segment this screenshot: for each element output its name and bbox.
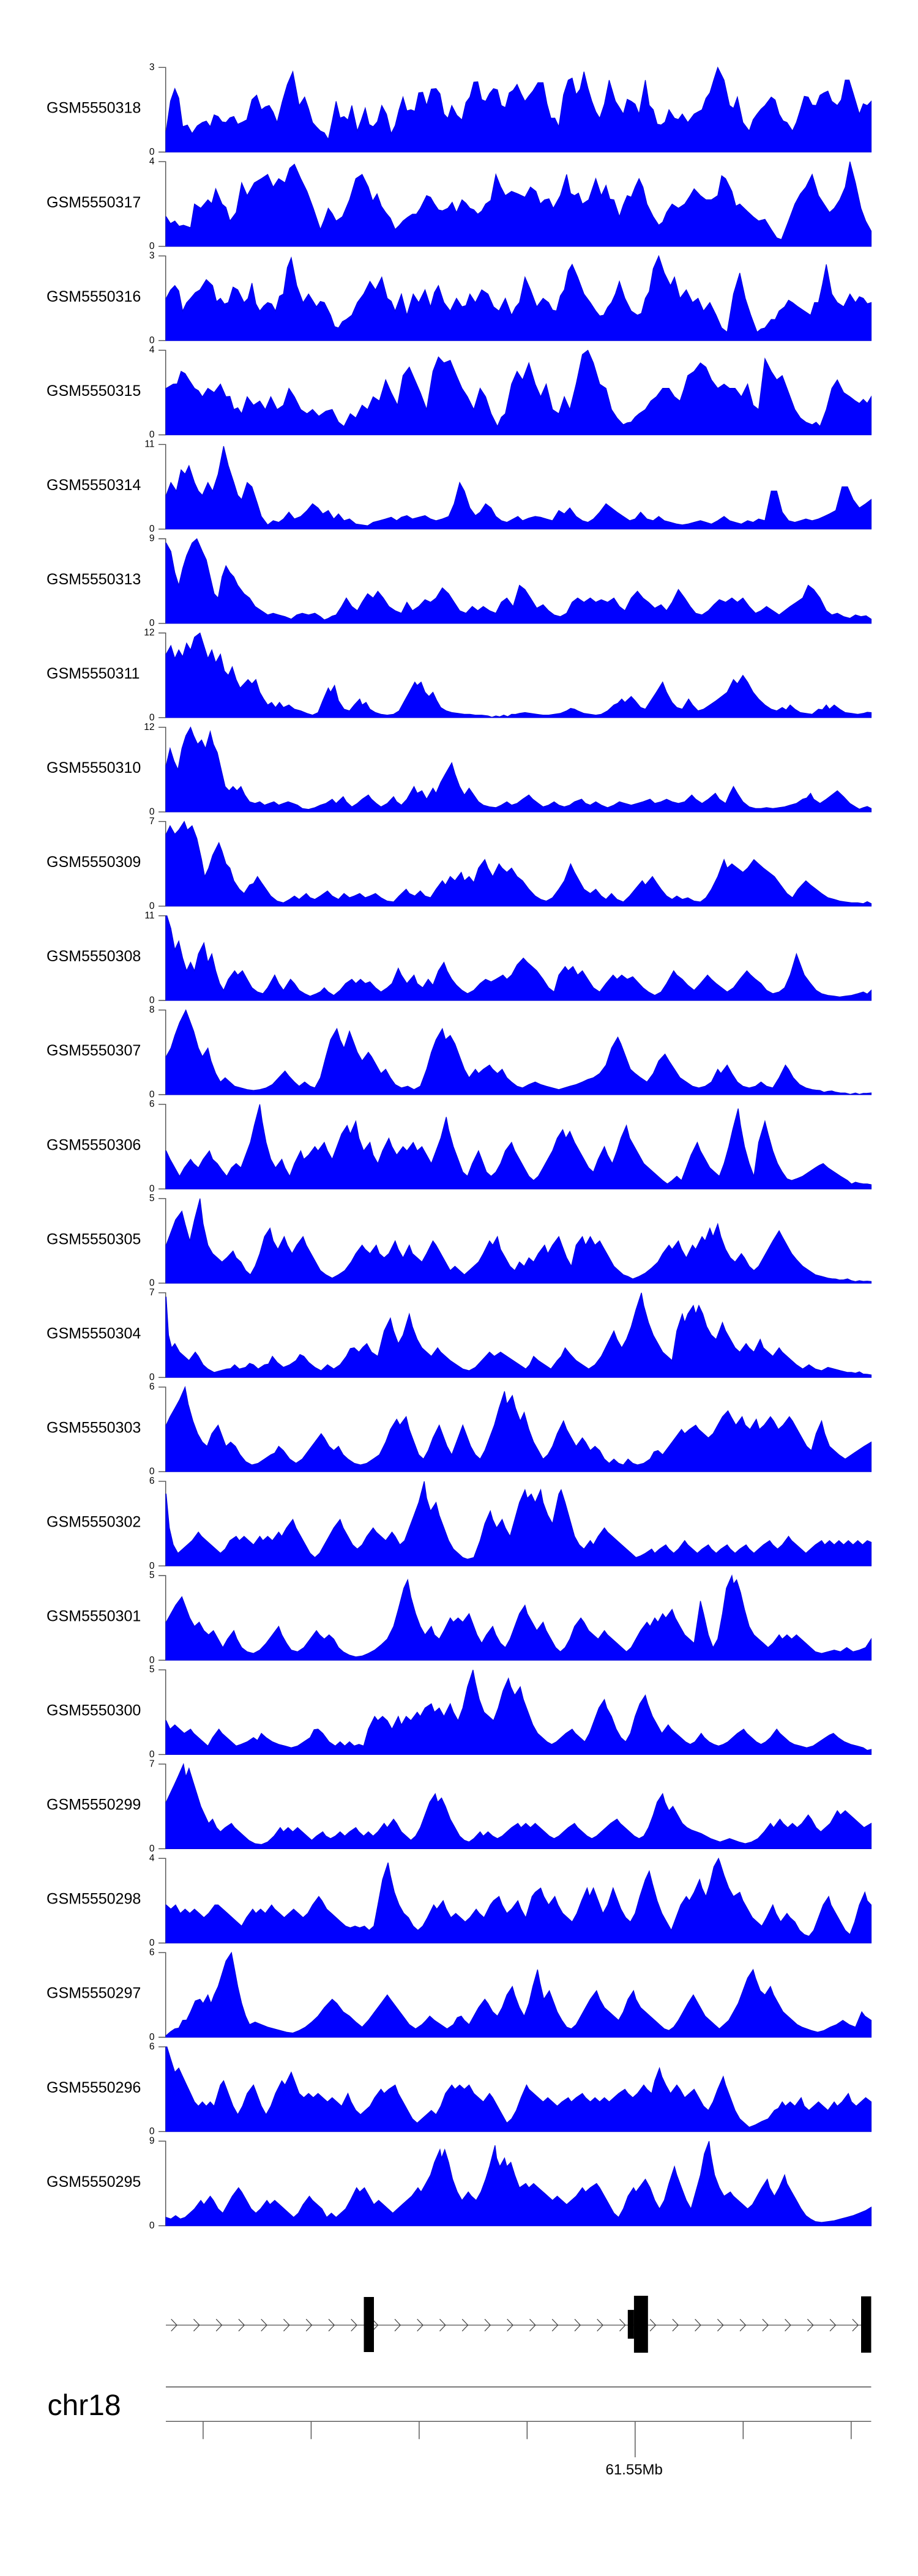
svg-text:3: 3 bbox=[149, 62, 155, 72]
svg-text:0: 0 bbox=[149, 2126, 155, 2137]
svg-text:GSM5550295: GSM5550295 bbox=[47, 2173, 141, 2191]
svg-text:GSM5550301: GSM5550301 bbox=[47, 1608, 141, 1625]
svg-text:0: 0 bbox=[149, 241, 155, 251]
svg-text:4: 4 bbox=[149, 1853, 155, 1863]
svg-text:GSM5550310: GSM5550310 bbox=[47, 759, 141, 776]
svg-text:GSM5550304: GSM5550304 bbox=[47, 1325, 141, 1342]
svg-text:0: 0 bbox=[149, 1467, 155, 1477]
svg-text:GSM5550303: GSM5550303 bbox=[47, 1419, 141, 1436]
svg-text:GSM5550318: GSM5550318 bbox=[47, 100, 141, 117]
svg-text:5: 5 bbox=[149, 1664, 155, 1675]
svg-text:11: 11 bbox=[144, 910, 154, 921]
svg-text:5: 5 bbox=[149, 1570, 155, 1580]
svg-text:6: 6 bbox=[149, 1382, 155, 1392]
svg-text:0: 0 bbox=[149, 1938, 155, 1948]
svg-text:0: 0 bbox=[149, 1561, 155, 1571]
svg-text:GSM5550316: GSM5550316 bbox=[47, 288, 141, 305]
svg-text:3: 3 bbox=[149, 251, 155, 261]
svg-text:GSM5550314: GSM5550314 bbox=[47, 477, 141, 494]
svg-text:GSM5550315: GSM5550315 bbox=[47, 382, 141, 400]
svg-text:GSM5550307: GSM5550307 bbox=[47, 1042, 141, 1059]
svg-text:0: 0 bbox=[149, 996, 155, 1006]
svg-text:7: 7 bbox=[149, 1287, 155, 1298]
svg-text:GSM5550317: GSM5550317 bbox=[47, 194, 141, 211]
svg-text:0: 0 bbox=[149, 1184, 155, 1194]
svg-text:0: 0 bbox=[149, 1655, 155, 1666]
svg-text:0: 0 bbox=[149, 1749, 155, 1760]
svg-text:0: 0 bbox=[149, 618, 155, 628]
svg-text:GSM5550299: GSM5550299 bbox=[47, 1796, 141, 1814]
svg-text:5: 5 bbox=[149, 1193, 155, 1204]
svg-text:0: 0 bbox=[149, 335, 155, 346]
svg-text:6: 6 bbox=[149, 1476, 155, 1486]
svg-text:GSM5550297: GSM5550297 bbox=[47, 1985, 141, 2002]
svg-text:0: 0 bbox=[149, 2032, 155, 2042]
svg-text:8: 8 bbox=[149, 1005, 155, 1015]
svg-text:12: 12 bbox=[144, 722, 154, 732]
svg-text:GSM5550308: GSM5550308 bbox=[47, 948, 141, 965]
svg-text:9: 9 bbox=[149, 534, 155, 544]
svg-text:0: 0 bbox=[149, 430, 155, 440]
svg-text:12: 12 bbox=[144, 628, 154, 638]
svg-text:7: 7 bbox=[149, 816, 155, 827]
svg-text:GSM5550300: GSM5550300 bbox=[47, 1702, 141, 1719]
svg-text:0: 0 bbox=[149, 901, 155, 911]
svg-text:0: 0 bbox=[149, 147, 155, 157]
svg-text:0: 0 bbox=[149, 524, 155, 534]
svg-text:0: 0 bbox=[149, 2220, 155, 2231]
svg-text:6: 6 bbox=[149, 2041, 155, 2052]
svg-text:6: 6 bbox=[149, 1099, 155, 1109]
svg-text:GSM5550306: GSM5550306 bbox=[47, 1136, 141, 1153]
svg-text:11: 11 bbox=[144, 439, 154, 450]
svg-text:4: 4 bbox=[149, 156, 155, 166]
svg-text:GSM5550309: GSM5550309 bbox=[47, 854, 141, 871]
svg-text:0: 0 bbox=[149, 1278, 155, 1289]
svg-text:6: 6 bbox=[149, 1947, 155, 1957]
svg-text:GSM5550296: GSM5550296 bbox=[47, 2079, 141, 2096]
svg-text:GSM5550311: GSM5550311 bbox=[47, 665, 140, 682]
svg-text:GSM5550305: GSM5550305 bbox=[47, 1230, 141, 1248]
svg-text:9: 9 bbox=[149, 2136, 155, 2146]
svg-text:4: 4 bbox=[149, 345, 155, 356]
svg-text:GSM5550302: GSM5550302 bbox=[47, 1513, 141, 1530]
svg-text:0: 0 bbox=[149, 1090, 155, 1100]
svg-text:0: 0 bbox=[149, 712, 155, 723]
svg-text:61.55Mb: 61.55Mb bbox=[605, 2462, 662, 2478]
svg-text:0: 0 bbox=[149, 1372, 155, 1383]
svg-text:GSM5550313: GSM5550313 bbox=[47, 571, 141, 588]
svg-text:GSM5550298: GSM5550298 bbox=[47, 1891, 141, 1908]
svg-text:chr18: chr18 bbox=[48, 2389, 121, 2422]
svg-text:0: 0 bbox=[149, 806, 155, 817]
svg-text:0: 0 bbox=[149, 1844, 155, 1854]
svg-text:7: 7 bbox=[149, 1759, 155, 1769]
